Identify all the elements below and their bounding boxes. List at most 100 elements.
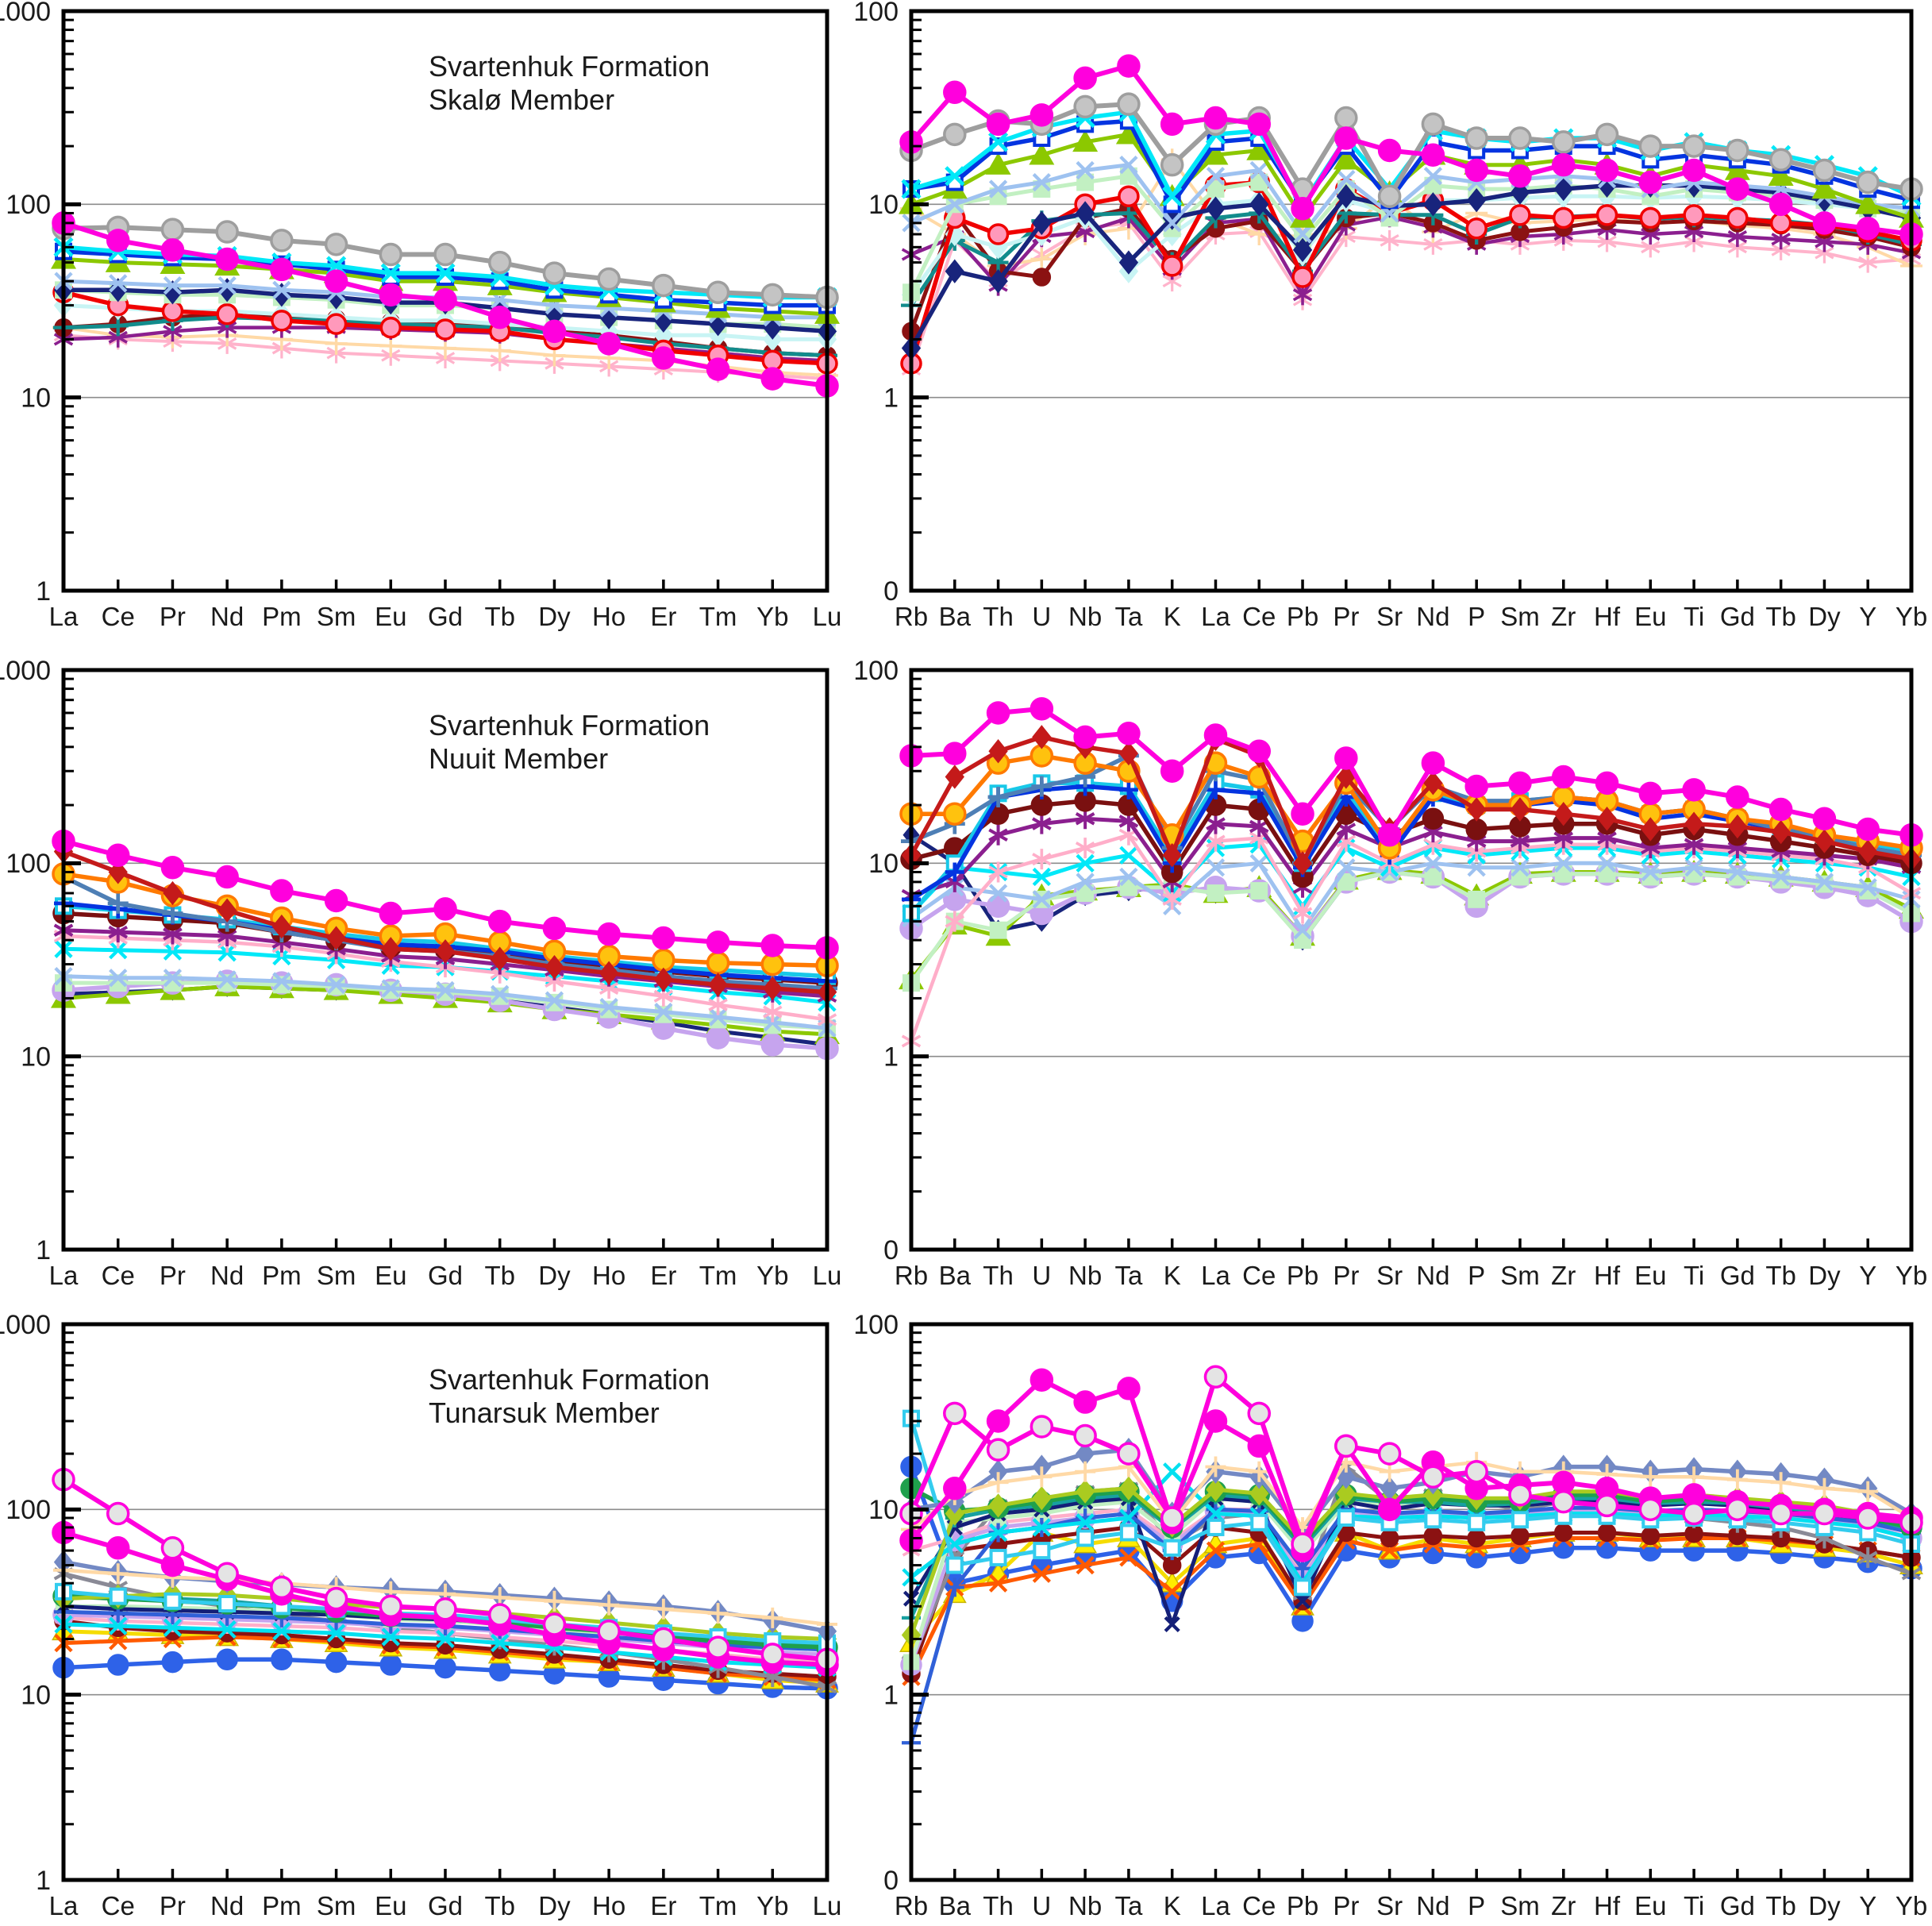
y-tick-label: 0 — [883, 576, 899, 607]
data-point — [987, 223, 1010, 245]
series-line-orange-x — [909, 1536, 1914, 1679]
x-tick-label: Y — [1859, 1891, 1876, 1920]
data-point — [1117, 1442, 1141, 1466]
data-point — [161, 1651, 184, 1674]
plot-border — [909, 1322, 1914, 1882]
data-point — [943, 1401, 967, 1426]
x-tick-label: La — [49, 1261, 79, 1290]
data-point — [1464, 1459, 1488, 1484]
data-point — [1160, 152, 1184, 177]
data-point — [943, 122, 967, 147]
x-tick-label: Yb — [1895, 1891, 1927, 1920]
data-point — [1162, 186, 1183, 206]
data-point — [109, 969, 128, 988]
data-point — [434, 1656, 456, 1679]
data-point — [988, 179, 1008, 198]
data-point — [107, 1563, 129, 1585]
data-point — [1597, 807, 1617, 831]
data-point — [1728, 862, 1747, 882]
data-point — [379, 901, 403, 926]
x-tick-label: Sr — [1376, 602, 1403, 631]
data-point — [1206, 1541, 1226, 1560]
data-point — [1119, 1523, 1137, 1542]
data-point — [1334, 106, 1358, 130]
x-tick-label: Rb — [895, 1261, 928, 1290]
data-point — [542, 319, 567, 344]
data-point — [1377, 138, 1402, 163]
data-point — [542, 261, 567, 285]
data-point — [379, 1594, 403, 1619]
x-tick-label: Ta — [1114, 1891, 1143, 1920]
data-point — [1075, 838, 1095, 859]
data-point — [987, 787, 1009, 808]
x-tick-label: Dy — [1808, 1261, 1841, 1290]
data-point — [1249, 853, 1268, 872]
data-point — [380, 263, 401, 283]
data-point — [1554, 853, 1573, 872]
data-point — [1031, 776, 1053, 797]
data-point — [1638, 1497, 1663, 1522]
data-point — [1294, 1593, 1311, 1609]
data-point — [1815, 872, 1834, 892]
data-point — [1468, 1513, 1486, 1531]
data-point — [1119, 1508, 1138, 1527]
x-tick-label: Pr — [1333, 1891, 1359, 1920]
data-point — [1117, 1377, 1141, 1400]
data-point — [989, 921, 1007, 939]
x-tick-label: Tb — [484, 1891, 515, 1920]
series-line-purple-asterisk — [909, 215, 1914, 297]
data-point — [545, 954, 564, 980]
plot-border — [909, 9, 1914, 593]
data-point — [1333, 147, 1359, 170]
data-point — [597, 267, 621, 291]
x-tick-label: Lu — [813, 1891, 842, 1920]
data-point — [763, 1013, 782, 1032]
x-tick-label: Zr — [1551, 1261, 1576, 1290]
data-point — [1423, 1482, 1443, 1508]
y-tick-label: 100 — [853, 1310, 899, 1340]
data-point — [1118, 250, 1139, 275]
data-point — [1771, 819, 1791, 845]
x-tick-label: Dy — [538, 1261, 571, 1290]
series-line-light-blue-x — [909, 861, 1914, 933]
x-tick-label: Sm — [1500, 1891, 1540, 1920]
data-point — [652, 1627, 675, 1651]
panel-title: Svartenhuk Formation — [429, 709, 710, 742]
data-point — [1249, 192, 1269, 217]
data-point — [1163, 1462, 1182, 1481]
data-point — [1598, 865, 1616, 883]
data-point — [217, 898, 237, 923]
data-point — [218, 1595, 237, 1613]
data-point — [1203, 106, 1228, 130]
x-tick-label: Rb — [895, 1891, 928, 1920]
data-point — [1551, 765, 1576, 789]
x-tick-label: Ce — [1242, 1261, 1276, 1290]
data-point — [1768, 164, 1794, 187]
x-tick-label: Hf — [1594, 1891, 1621, 1920]
data-point — [1467, 187, 1487, 213]
data-point — [1769, 212, 1792, 234]
data-point — [1772, 871, 1790, 889]
data-point — [1073, 1423, 1097, 1448]
data-point — [1030, 1368, 1054, 1392]
data-point — [1464, 774, 1488, 799]
data-point — [1164, 1616, 1180, 1633]
data-point — [988, 1574, 1008, 1593]
data-point — [381, 979, 400, 998]
x-tick-label: Pm — [262, 602, 302, 631]
x-tick-label: K — [1164, 1261, 1181, 1290]
x-tick-label: Ba — [939, 602, 972, 631]
data-point — [1292, 237, 1313, 263]
panel: 1000 100 10 1La Ce Pr Nd Pm Sm Eu Gd Tb Dy Ho Er Tm Yb Lu… — [0, 1310, 841, 1920]
data-point — [1857, 1547, 1878, 1568]
x-tick-label: Nb — [1068, 1891, 1102, 1920]
data-point — [708, 994, 728, 1015]
x-tick-label: Nd — [210, 1261, 244, 1290]
data-point — [1206, 1477, 1226, 1502]
x-tick-label: Pr — [1333, 602, 1359, 631]
data-point — [106, 229, 130, 252]
data-point — [706, 930, 730, 954]
x-tick-label: Nb — [1068, 1261, 1102, 1290]
x-tick-label: Ce — [102, 602, 135, 631]
data-point — [945, 862, 964, 882]
